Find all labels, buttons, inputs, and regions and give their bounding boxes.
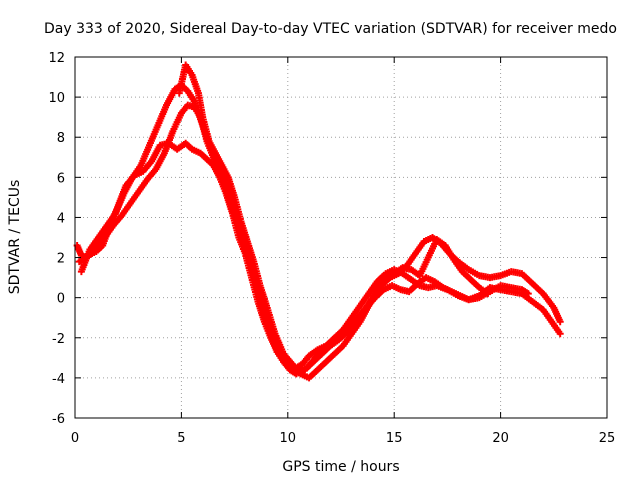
- grid: [75, 57, 607, 418]
- x-tick-label: 5: [177, 431, 185, 446]
- y-tick-label: 0: [57, 292, 65, 307]
- plot-frame: [74, 56, 608, 419]
- data-points: [73, 61, 564, 382]
- series-track-1: [73, 139, 532, 372]
- data-point: [484, 290, 492, 298]
- y-tick-label: -4: [52, 372, 65, 387]
- y-axis-title: SDTVAR / TECUs: [7, 180, 23, 295]
- y-tick-label: 4: [57, 211, 65, 226]
- data-point: [556, 330, 564, 338]
- axis-ticks: 0 5 10 15 20 25 -6 -4 -2 0 2 4 6 8 10 12: [48, 51, 615, 446]
- y-tick-label: -2: [52, 332, 65, 347]
- x-axis-title: GPS time / hours: [282, 459, 399, 475]
- data-point: [556, 318, 564, 326]
- chart-title: Day 333 of 2020, Sidereal Day-to-day VTE…: [44, 21, 617, 37]
- y-tick-label: 2: [57, 252, 65, 267]
- y-tick-label: 12: [48, 51, 65, 66]
- x-tick-label: 10: [280, 431, 297, 446]
- x-tick-label: 25: [599, 431, 616, 446]
- y-tick-label: 10: [48, 91, 65, 106]
- series-track-3: [77, 81, 564, 378]
- series-track-4: [175, 61, 492, 382]
- y-tick-label: 6: [57, 171, 65, 186]
- x-tick-label: 0: [71, 431, 79, 446]
- y-tick-label: 8: [57, 131, 65, 146]
- x-tick-label: 15: [386, 431, 403, 446]
- x-tick-label: 20: [492, 431, 509, 446]
- y-tick-label: -6: [52, 412, 65, 427]
